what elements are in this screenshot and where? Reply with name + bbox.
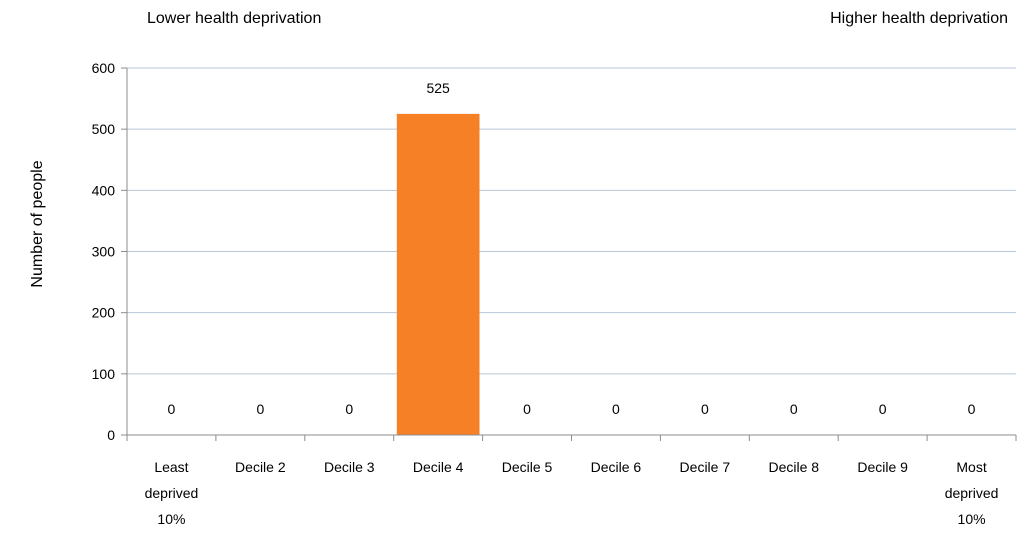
x-tick-label-line: 10% — [958, 511, 986, 527]
gridlines — [127, 67, 1016, 375]
y-tick-label: 200 — [92, 305, 116, 321]
y-tick-label: 0 — [107, 427, 115, 443]
x-tick-label-line: Least — [154, 459, 188, 475]
data-label: 0 — [612, 401, 620, 417]
x-tick-label: Decile 4 — [413, 459, 464, 475]
data-label: 525 — [426, 80, 450, 96]
higher-deprivation-label: Higher health deprivation — [830, 10, 1008, 27]
x-tick-label: Most deprived 10% — [945, 459, 999, 527]
y-tick-label: 600 — [92, 60, 116, 76]
x-tick-label: Decile 7 — [680, 459, 731, 475]
lower-deprivation-label: Lower health deprivation — [147, 10, 322, 27]
x-tick-label-line: Decile 9 — [857, 459, 908, 475]
y-axis-title: Number of people — [29, 160, 46, 287]
y-tick-label: 100 — [92, 366, 116, 382]
x-tick-label: Decile 5 — [502, 459, 553, 475]
x-tick-label-line: Decile 8 — [768, 459, 819, 475]
y-tick-label: 500 — [92, 121, 116, 137]
bar — [396, 113, 480, 435]
y-tick-label: 300 — [92, 244, 116, 260]
labels: 0 100 200 300 400 500 600 0 Least deprived 10% 0 Dec… — [92, 60, 999, 527]
x-tick-label: Least deprived 10% — [145, 459, 199, 527]
x-tick-label-line: Decile 7 — [680, 459, 731, 475]
data-label: 0 — [523, 401, 531, 417]
y-tick-label: 400 — [92, 182, 116, 198]
x-tick-label: Decile 2 — [235, 459, 286, 475]
data-label: 0 — [701, 401, 709, 417]
x-tick-label: Decile 3 — [324, 459, 375, 475]
x-tick-label-line: Decile 5 — [502, 459, 553, 475]
x-tick-label: Decile 9 — [857, 459, 908, 475]
data-label: 0 — [256, 401, 264, 417]
data-label: 0 — [968, 401, 976, 417]
axes — [121, 67, 1017, 441]
x-tick-label-line: Decile 2 — [235, 459, 286, 475]
data-label: 0 — [345, 401, 353, 417]
data-label: 0 — [790, 401, 798, 417]
x-tick-label-line: Decile 3 — [324, 459, 375, 475]
bars — [396, 113, 480, 435]
x-tick-label-line: deprived — [145, 485, 199, 501]
x-tick-label-line: deprived — [945, 485, 999, 501]
data-label: 0 — [879, 401, 887, 417]
x-tick-label-line: Decile 4 — [413, 459, 464, 475]
data-label: 0 — [168, 401, 176, 417]
x-tick-label-line: 10% — [157, 511, 185, 527]
x-tick-label-line: Decile 6 — [591, 459, 642, 475]
x-tick-label: Decile 6 — [591, 459, 642, 475]
x-tick-label-line: Most — [956, 459, 986, 475]
x-tick-label: Decile 8 — [768, 459, 819, 475]
